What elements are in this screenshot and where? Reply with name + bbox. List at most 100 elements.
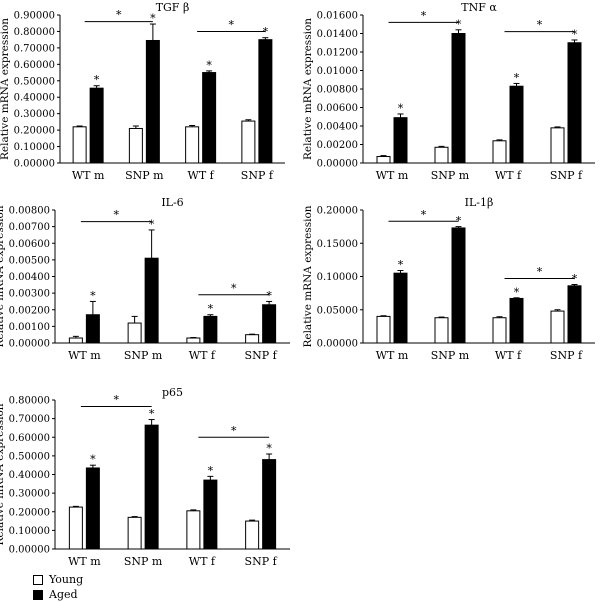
bar-young bbox=[127, 322, 142, 344]
bar-aged bbox=[85, 314, 100, 344]
significance-star: * bbox=[149, 218, 155, 231]
significance-star: * bbox=[398, 102, 404, 115]
bar-young bbox=[68, 337, 83, 344]
y-tick-label: 0.00400 bbox=[9, 272, 50, 283]
bar-aged bbox=[451, 33, 466, 164]
y-tick-label: 0.00000 bbox=[317, 159, 358, 170]
bar-young bbox=[185, 126, 200, 164]
bracket-star: * bbox=[537, 265, 543, 278]
y-tick-label: 0.00600 bbox=[9, 239, 50, 250]
y-tick-label: 0.00200 bbox=[9, 305, 50, 316]
y-axis-label: Relative mRNA expression bbox=[302, 18, 314, 160]
bar-aged bbox=[451, 227, 466, 344]
y-tick-label: 0.80000 bbox=[14, 27, 55, 38]
legend-label-young: Young bbox=[49, 573, 84, 586]
bar-young bbox=[186, 337, 201, 344]
bracket-star: * bbox=[114, 209, 120, 222]
bar-aged bbox=[145, 39, 160, 164]
chart-title: TGF β bbox=[156, 1, 190, 14]
bar-young bbox=[245, 334, 260, 344]
significance-star: * bbox=[514, 286, 520, 299]
x-tick-label: SNP f bbox=[245, 555, 278, 568]
y-tick-label: 0.60000 bbox=[9, 433, 50, 444]
significance-star: * bbox=[456, 18, 462, 31]
y-tick-label: 0.00800 bbox=[317, 85, 358, 96]
bar-aged bbox=[262, 304, 277, 344]
y-tick-label: 0.05000 bbox=[317, 305, 358, 316]
y-tick-label: 0.00000 bbox=[14, 159, 55, 170]
y-tick-label: 0.10000 bbox=[14, 142, 55, 153]
y-tick-label: 0.00400 bbox=[317, 122, 358, 133]
y-tick-label: 0.01200 bbox=[317, 48, 358, 59]
bar-young bbox=[68, 506, 83, 550]
significance-star: * bbox=[150, 12, 156, 25]
x-tick-label: SNP m bbox=[124, 555, 163, 568]
bar-aged bbox=[509, 85, 524, 164]
significance-star: * bbox=[149, 408, 155, 421]
significance-star: * bbox=[572, 272, 578, 285]
bracket-star: * bbox=[231, 282, 237, 295]
y-tick-label: 0.00800 bbox=[9, 206, 50, 217]
significance-star: * bbox=[263, 26, 269, 39]
x-tick-label: SNP m bbox=[124, 349, 163, 362]
bar-young bbox=[434, 317, 449, 344]
significance-star: * bbox=[206, 59, 212, 72]
y-tick-label: 0.50000 bbox=[9, 451, 50, 462]
bar-aged bbox=[393, 117, 408, 164]
bracket-star: * bbox=[114, 394, 120, 407]
bar-aged bbox=[509, 297, 524, 344]
legend-swatch-young bbox=[33, 574, 43, 585]
x-tick-label: SNP m bbox=[431, 349, 470, 362]
x-tick-label: WT m bbox=[68, 349, 101, 362]
bar-young bbox=[241, 120, 256, 164]
bar-aged bbox=[85, 467, 100, 550]
bar-young bbox=[127, 516, 142, 550]
significance-star: * bbox=[266, 442, 272, 455]
significance-star: * bbox=[572, 28, 578, 41]
bar-young bbox=[128, 127, 143, 164]
y-tick-label: 0.20000 bbox=[14, 126, 55, 137]
x-tick-label: SNP f bbox=[550, 169, 583, 182]
chart-title: p65 bbox=[162, 386, 183, 399]
chart-title: TNF α bbox=[461, 1, 497, 14]
bar-young bbox=[550, 310, 565, 344]
legend-swatch-aged bbox=[33, 589, 43, 600]
bracket-star: * bbox=[231, 424, 237, 437]
significance-star: * bbox=[398, 259, 404, 272]
x-tick-label: WT m bbox=[376, 349, 409, 362]
y-tick-label: 0.01400 bbox=[317, 29, 358, 40]
significance-star: * bbox=[208, 464, 214, 477]
y-tick-label: 0.15000 bbox=[317, 239, 358, 250]
y-axis-label: Relative mRNA expression bbox=[0, 205, 6, 347]
significance-star: * bbox=[456, 215, 462, 228]
y-tick-label: 0.00000 bbox=[9, 339, 50, 350]
y-tick-label: 0.00300 bbox=[9, 289, 50, 300]
x-tick-label: WT m bbox=[72, 169, 105, 182]
bar-aged bbox=[262, 459, 277, 550]
bar-aged bbox=[203, 315, 218, 344]
bar-young bbox=[245, 520, 260, 550]
x-tick-label: SNP f bbox=[241, 169, 274, 182]
significance-star: * bbox=[266, 289, 272, 302]
x-tick-label: WT f bbox=[189, 349, 216, 362]
bar-aged bbox=[258, 39, 273, 164]
legend-item-aged: Aged bbox=[33, 588, 78, 601]
x-tick-label: WT f bbox=[495, 169, 522, 182]
bar-aged bbox=[203, 479, 218, 550]
x-tick-label: WT f bbox=[495, 349, 522, 362]
bar-aged bbox=[567, 285, 582, 344]
y-tick-label: 0.90000 bbox=[14, 11, 55, 22]
bracket-star: * bbox=[116, 9, 122, 22]
y-tick-label: 0.40000 bbox=[14, 93, 55, 104]
y-tick-label: 0.30000 bbox=[9, 489, 50, 500]
y-tick-label: 0.00500 bbox=[9, 255, 50, 266]
significance-star: * bbox=[90, 453, 96, 466]
y-tick-label: 0.00600 bbox=[317, 103, 358, 114]
bar-young bbox=[492, 140, 507, 164]
bar-aged bbox=[202, 72, 217, 164]
bar-young bbox=[72, 126, 87, 164]
y-tick-label: 0.10000 bbox=[9, 526, 50, 537]
bracket-star: * bbox=[421, 9, 427, 22]
y-tick-label: 0.00000 bbox=[9, 545, 50, 556]
chart-title: IL-1β bbox=[465, 196, 494, 209]
